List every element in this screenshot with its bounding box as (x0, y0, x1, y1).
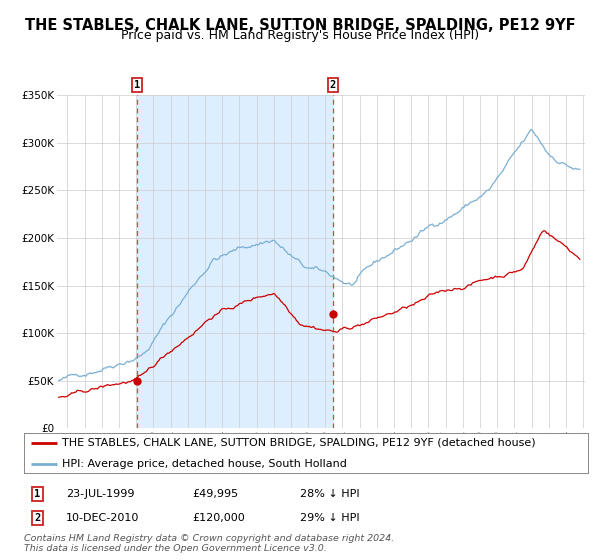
Text: 29% ↓ HPI: 29% ↓ HPI (300, 513, 359, 523)
Text: THE STABLES, CHALK LANE, SUTTON BRIDGE, SPALDING, PE12 9YF: THE STABLES, CHALK LANE, SUTTON BRIDGE, … (25, 18, 575, 33)
Text: THE STABLES, CHALK LANE, SUTTON BRIDGE, SPALDING, PE12 9YF (detached house): THE STABLES, CHALK LANE, SUTTON BRIDGE, … (62, 438, 536, 448)
Text: 28% ↓ HPI: 28% ↓ HPI (300, 489, 359, 499)
Text: This data is licensed under the Open Government Licence v3.0.: This data is licensed under the Open Gov… (24, 544, 327, 553)
Bar (137, 95, 333, 428)
Text: Price paid vs. HM Land Registry's House Price Index (HPI): Price paid vs. HM Land Registry's House … (121, 29, 479, 42)
Text: HPI: Average price, detached house, South Holland: HPI: Average price, detached house, Sout… (62, 459, 347, 469)
Text: 2: 2 (34, 513, 40, 523)
Text: 23-JUL-1999: 23-JUL-1999 (66, 489, 134, 499)
Text: £120,000: £120,000 (192, 513, 245, 523)
Text: 1: 1 (34, 489, 40, 499)
Text: 2: 2 (330, 80, 336, 90)
Text: 10-DEC-2010: 10-DEC-2010 (66, 513, 139, 523)
Text: Contains HM Land Registry data © Crown copyright and database right 2024.: Contains HM Land Registry data © Crown c… (24, 534, 394, 543)
Text: 1: 1 (134, 80, 140, 90)
Text: £49,995: £49,995 (192, 489, 238, 499)
